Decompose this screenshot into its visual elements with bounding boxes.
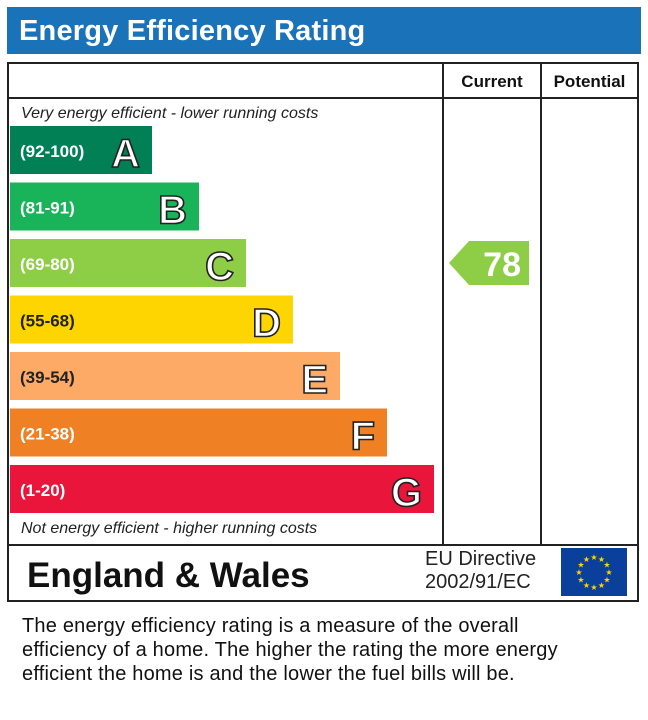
flag-star: ★ (598, 581, 605, 590)
flag-star: ★ (590, 553, 597, 562)
flag-star: ★ (590, 583, 597, 592)
description-line: efficient the home is and the lower the … (22, 663, 515, 685)
band-letter: D (252, 302, 281, 346)
band-b: (81-91) B (10, 182, 199, 233)
band-bar (10, 352, 340, 400)
current-column-divider (442, 64, 444, 546)
band-e: (39-54) E (10, 352, 340, 403)
band-bar (10, 408, 387, 457)
current-column-header: Current (461, 72, 523, 91)
flag-star: ★ (605, 568, 612, 577)
flag-star: ★ (598, 555, 605, 564)
title-bar: Energy Efficiency Rating (7, 7, 641, 54)
description-line: efficiency of a home. The higher the rat… (22, 639, 558, 661)
band-range-label: (92-100) (20, 142, 84, 161)
chart-title: Energy Efficiency Rating (19, 15, 366, 47)
current-rating-arrow: 78 (449, 241, 529, 285)
band-bar (10, 295, 293, 344)
top-caption: Very energy efficient - lower running co… (21, 105, 319, 122)
band-d: (55-68) D (10, 295, 293, 346)
flag-star: ★ (583, 555, 590, 564)
current-arrow-shape (449, 241, 529, 285)
potential-column-header: Potential (553, 72, 626, 91)
band-letter: A (111, 132, 140, 176)
header-divider (9, 97, 637, 99)
band-range-label: (1-20) (20, 481, 65, 500)
eu-directive: EU Directive 2002/91/EC (425, 548, 536, 594)
current-rating-value: 78 (483, 246, 521, 284)
rating-chart: Current Potential Very energy efficient … (7, 62, 639, 602)
band-bar (10, 182, 199, 231)
flag-star: ★ (577, 576, 584, 585)
band-bar (10, 465, 434, 513)
band-letter: B (158, 189, 187, 233)
band-range-label: (21-38) (20, 425, 75, 444)
flag-star: ★ (603, 576, 610, 585)
band-letter: G (391, 471, 422, 515)
band-range-label: (81-91) (20, 199, 75, 218)
flag-star: ★ (603, 561, 610, 570)
band-f: (21-38) F (10, 408, 387, 459)
band-letter: E (301, 358, 328, 402)
band-range-label: (55-68) (20, 312, 75, 331)
flag-star: ★ (577, 561, 584, 570)
directive-line-2: 2002/91/EC (425, 571, 531, 593)
band-g: (1-20) G (10, 465, 434, 516)
band-bar (10, 126, 152, 174)
band-bar (10, 239, 246, 287)
footer-divider (9, 544, 637, 546)
description-line: The energy efficiency rating is a measur… (22, 615, 519, 637)
potential-column-divider (540, 64, 542, 546)
band-letter: F (351, 415, 375, 459)
band-c: (69-80) C (10, 239, 246, 290)
country-label: England & Wales (27, 556, 310, 595)
flag-star: ★ (575, 568, 582, 577)
band-range-label: (39-54) (20, 368, 75, 387)
band-range-label: (69-80) (20, 255, 75, 274)
eu-flag-icon: ★ ★ ★ ★ ★ ★ ★ ★ ★ ★ ★ ★ (561, 548, 627, 596)
flag-star: ★ (583, 581, 590, 590)
directive-line-1: EU Directive (425, 548, 537, 570)
band-letter: C (205, 245, 234, 289)
band-a: (92-100) A (10, 126, 152, 177)
rating-bands: (92-100) A (81-91) B (69-80) C (55-68) D (39-54)… (10, 126, 529, 516)
description: The energy efficiency rating is a measur… (22, 614, 632, 686)
bottom-caption: Not energy efficient - higher running co… (21, 520, 318, 537)
